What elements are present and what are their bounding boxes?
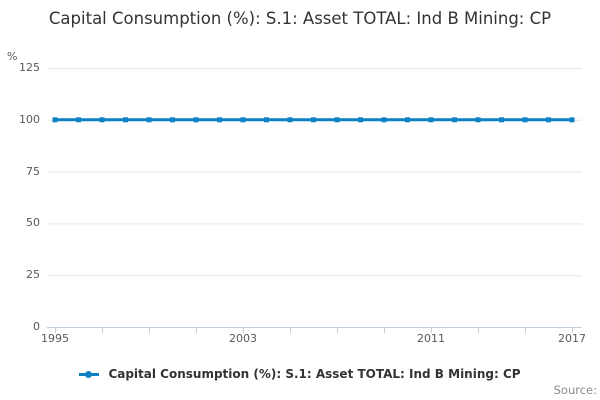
data-point-marker bbox=[146, 117, 152, 123]
data-point-marker bbox=[546, 117, 551, 123]
x-tick-label: 2003 bbox=[229, 332, 257, 345]
data-point-marker bbox=[311, 117, 316, 123]
data-point-marker bbox=[381, 117, 387, 123]
y-tick-label: 75 bbox=[26, 164, 40, 178]
legend-label: Capital Consumption (%): S.1: Asset TOTA… bbox=[108, 367, 521, 381]
legend-line-marker-icon bbox=[79, 368, 100, 380]
x-tick-label: 1995 bbox=[41, 332, 69, 345]
data-point-marker bbox=[287, 117, 293, 123]
chart-title: Capital Consumption (%): S.1: Asset TOTA… bbox=[48, 9, 552, 28]
y-axis-unit-label: % bbox=[7, 50, 18, 63]
x-tick-label: 2011 bbox=[417, 332, 445, 345]
data-point-marker bbox=[452, 117, 457, 123]
data-point-marker bbox=[123, 117, 128, 123]
data-point-marker bbox=[569, 117, 575, 123]
legend: Capital Consumption (%): S.1: Asset TOTA… bbox=[0, 365, 600, 383]
data-point-marker bbox=[405, 117, 410, 123]
data-point-marker bbox=[99, 117, 105, 123]
series-line bbox=[52, 117, 575, 123]
data-point-marker bbox=[52, 117, 58, 123]
gridlines bbox=[47, 68, 582, 277]
data-point-marker bbox=[358, 117, 363, 123]
x-axis bbox=[47, 327, 582, 333]
data-point-marker bbox=[428, 117, 434, 123]
legend-item[interactable]: Capital Consumption (%): S.1: Asset TOTA… bbox=[79, 367, 521, 381]
y-tick-label: 25 bbox=[26, 268, 40, 282]
data-point-marker bbox=[217, 117, 222, 123]
source-label: Source: bbox=[553, 383, 597, 397]
y-tick-label: 0 bbox=[33, 320, 40, 333]
data-point-marker bbox=[264, 117, 269, 123]
x-tick-label: 2017 bbox=[558, 332, 586, 345]
data-point-marker bbox=[334, 117, 340, 123]
data-point-marker bbox=[170, 117, 175, 123]
data-point-marker bbox=[193, 117, 199, 123]
data-point-marker bbox=[475, 117, 481, 123]
data-point-marker bbox=[76, 117, 81, 123]
data-point-marker bbox=[240, 117, 246, 123]
y-tick-label: 50 bbox=[26, 216, 40, 230]
y-tick-label: 100 bbox=[19, 112, 40, 126]
data-point-marker bbox=[522, 117, 528, 123]
y-tick-label: 125 bbox=[19, 61, 40, 74]
data-point-marker bbox=[499, 117, 504, 123]
